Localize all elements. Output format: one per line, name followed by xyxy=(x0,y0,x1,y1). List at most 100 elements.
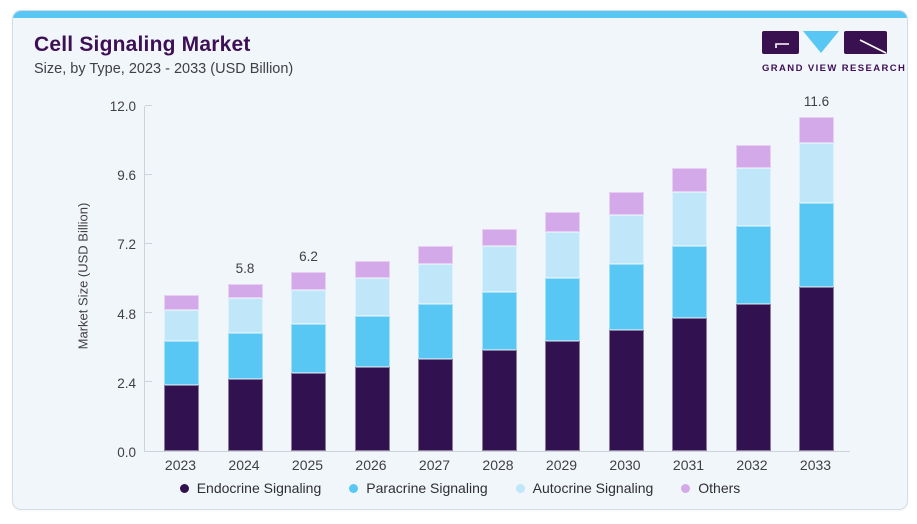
bar-segment-others xyxy=(545,211,580,232)
bar-segment-paracrine-signaling xyxy=(481,292,517,351)
bar-segment-autocrine-signaling xyxy=(354,278,390,316)
bar-segment-autocrine-signaling xyxy=(227,298,263,333)
legend-label: Paracrine Signaling xyxy=(366,480,488,496)
bar-segment-paracrine-signaling xyxy=(164,341,199,385)
bar-segment-endocrine-signaling xyxy=(735,303,771,451)
legend-dot-icon xyxy=(681,483,691,493)
bar-2029 xyxy=(545,211,580,451)
bar-2025 xyxy=(291,272,326,451)
chart-legend: Endocrine Signaling Paracrine Signaling Au… xyxy=(13,480,907,496)
bar-segment-endocrine-signaling xyxy=(354,367,390,451)
bar-segment-paracrine-signaling xyxy=(672,246,707,319)
y-tick-label: 0.0 xyxy=(117,445,136,460)
page-subtitle: Size, by Type, 2023 - 2033 (USD Billion) xyxy=(34,61,294,77)
y-tick-label: 2.4 xyxy=(117,375,136,391)
bar-2033 xyxy=(799,116,834,451)
legend-dot-icon xyxy=(349,483,359,493)
gvr-logo-icon xyxy=(762,31,887,54)
bar-segment-others xyxy=(799,116,834,143)
y-tick-label: 12.0 xyxy=(109,99,136,114)
legend-item-autocrine-signaling: Autocrine Signaling xyxy=(515,480,654,496)
legend-label: Endocrine Signaling xyxy=(196,480,322,496)
x-tick-label: 2031 xyxy=(672,457,705,473)
x-tick-label: 2025 xyxy=(291,457,324,473)
bar-segment-paracrine-signaling xyxy=(545,278,580,342)
bar-segment-autocrine-signaling xyxy=(735,168,771,227)
bar-segment-endocrine-signaling xyxy=(291,373,326,451)
bar-segment-autocrine-signaling xyxy=(418,263,453,304)
bar-segment-paracrine-signaling xyxy=(608,263,644,330)
x-tick-label: 2024 xyxy=(228,457,260,473)
x-tick-label: 2033 xyxy=(799,457,832,473)
bar-2027 xyxy=(418,246,453,451)
bar-segment-autocrine-signaling xyxy=(481,246,517,293)
bar-segment-autocrine-signaling xyxy=(545,231,580,279)
x-tick-label: 2032 xyxy=(736,457,768,473)
y-tick-label: 7.2 xyxy=(117,237,136,253)
bar-segment-others xyxy=(608,191,644,215)
y-tick-mark xyxy=(145,242,152,244)
y-tick-mark xyxy=(145,450,152,452)
bar-2023 xyxy=(164,295,199,451)
bar-segment-endocrine-signaling xyxy=(164,384,199,451)
bar-segment-endocrine-signaling xyxy=(545,341,580,451)
card-accent-strip xyxy=(13,11,907,18)
bar-segment-paracrine-signaling xyxy=(799,203,834,287)
legend-label: Autocrine Signaling xyxy=(532,480,654,496)
bar-segment-endocrine-signaling xyxy=(608,329,644,451)
x-tick-label: 2029 xyxy=(545,457,578,473)
chart-card: Cell Signaling Market Size, by Type, 202… xyxy=(12,10,908,510)
logo-text: GRAND VIEW RESEARCH xyxy=(762,63,907,74)
bar-total-label: 6.2 xyxy=(299,249,318,265)
legend-item-paracrine-signaling: Paracrine Signaling xyxy=(349,480,488,496)
bar-segment-endocrine-signaling xyxy=(418,358,453,451)
bar-segment-others xyxy=(672,168,707,192)
bar-2030 xyxy=(608,191,644,451)
bar-segment-others xyxy=(291,272,326,290)
bar-segment-others xyxy=(227,283,263,299)
bar-2028 xyxy=(481,229,517,451)
y-tick-mark xyxy=(145,173,152,175)
x-tick-label: 2026 xyxy=(355,457,387,473)
legend-item-endocrine-signaling: Endocrine Signaling xyxy=(179,480,322,496)
bar-segment-endocrine-signaling xyxy=(227,378,263,451)
page-title: Cell Signaling Market xyxy=(34,33,251,56)
legend-item-others: Others xyxy=(681,480,740,496)
bar-total-label: 11.6 xyxy=(803,93,830,109)
bar-segment-others xyxy=(481,229,517,247)
stacked-bar-plot-area: 5.8 6.2 11.6 xyxy=(144,94,850,452)
legend-dot-icon xyxy=(179,483,189,493)
x-tick-label: 2030 xyxy=(609,457,641,473)
bar-segment-paracrine-signaling xyxy=(291,324,326,374)
bar-segment-autocrine-signaling xyxy=(672,191,707,247)
bar-segment-others xyxy=(418,246,453,264)
chart-header: Cell Signaling Market Size, by Type, 202… xyxy=(34,33,293,77)
bar-2024 xyxy=(227,283,263,451)
x-tick-label: 2028 xyxy=(482,457,514,473)
y-tick-label: 9.6 xyxy=(117,168,136,184)
bar-2026 xyxy=(354,260,390,451)
bar-segment-paracrine-signaling xyxy=(735,226,771,304)
bar-total-label: 5.8 xyxy=(235,260,255,276)
legend-label: Others xyxy=(698,480,741,496)
bar-segment-endocrine-signaling xyxy=(672,318,707,451)
x-tick-label: 2023 xyxy=(164,457,197,473)
y-tick-label: 4.8 xyxy=(117,306,136,322)
bar-2031 xyxy=(672,168,707,451)
grand-view-research-logo: GRAND VIEW RESEARCH xyxy=(762,31,907,74)
bar-segment-paracrine-signaling xyxy=(354,315,390,368)
bar-segment-paracrine-signaling xyxy=(227,332,263,379)
bar-segment-autocrine-signaling xyxy=(608,214,644,264)
legend-dot-icon xyxy=(515,483,525,493)
bar-segment-autocrine-signaling xyxy=(164,309,199,342)
bar-segment-endocrine-signaling xyxy=(481,350,517,451)
bar-segment-paracrine-signaling xyxy=(418,303,453,359)
y-tick-mark xyxy=(145,104,152,106)
bar-2032 xyxy=(735,145,771,451)
y-tick-mark xyxy=(145,381,152,383)
y-axis-tick-labels: 0.0 2.4 4.8 7.2 9.6 12.0 xyxy=(13,99,136,460)
bar-segment-others xyxy=(354,260,390,279)
bar-segment-autocrine-signaling xyxy=(291,289,326,325)
bar-segment-autocrine-signaling xyxy=(799,142,834,204)
x-axis-labels: 2023 2024 2025 2026 2027 2028 2029 2030 2031 2032… xyxy=(144,457,850,477)
